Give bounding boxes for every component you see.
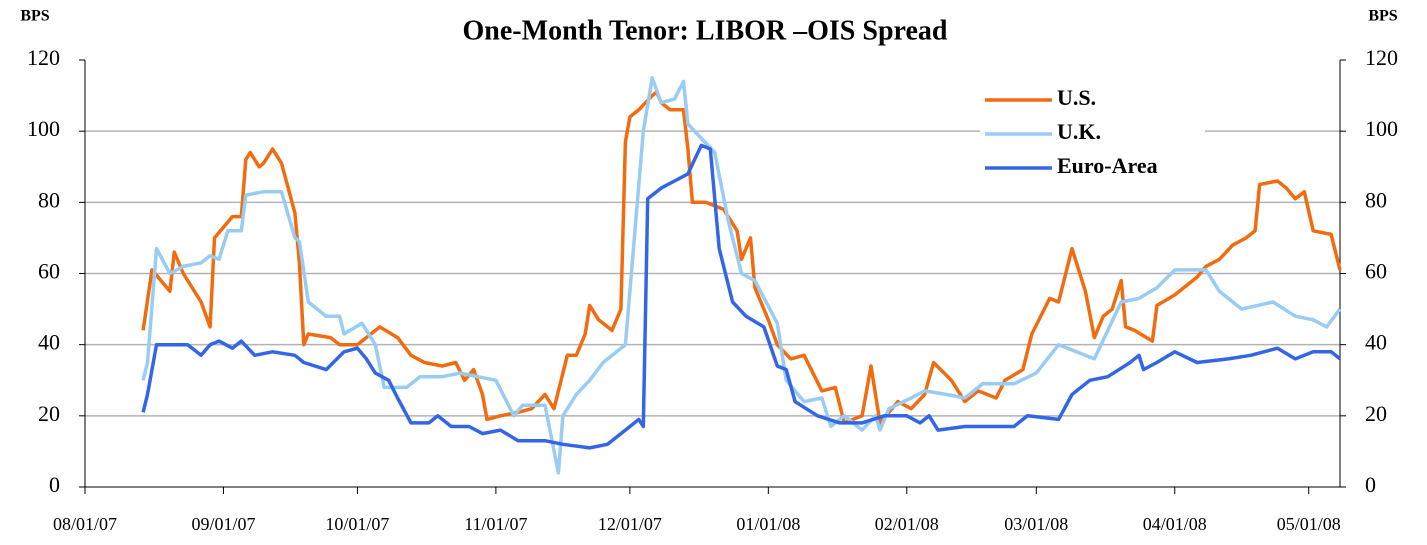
x-tick-label: 11/01/07	[464, 514, 527, 534]
y-tick-label: 20	[38, 401, 60, 426]
legend-label: U.K.	[1057, 119, 1101, 144]
line-series	[141, 143, 1342, 450]
line-series	[141, 90, 1342, 425]
legend-label: Euro-Area	[1057, 153, 1158, 178]
y2-tick-label: 120	[1365, 45, 1398, 70]
x-tick-label: 02/01/08	[875, 514, 939, 534]
x-tick-label: 01/01/08	[736, 514, 800, 534]
y-tick-label: 40	[38, 330, 60, 355]
x-tick-label: 10/01/07	[325, 514, 389, 534]
y-axis-label: BPS	[20, 8, 49, 25]
x-tick-label: 04/01/08	[1143, 514, 1207, 534]
y2-tick-label: 100	[1365, 116, 1398, 141]
line-series	[141, 76, 1342, 475]
legend-label: U.S.	[1057, 85, 1096, 110]
x-tick-label: 03/01/08	[1004, 514, 1068, 534]
y2-axis-label: BPS	[1368, 8, 1397, 25]
x-tick-label: 05/01/08	[1277, 514, 1341, 534]
y2-tick-label: 0	[1365, 472, 1376, 497]
y-tick-label: 120	[27, 45, 60, 70]
y2-tick-label: 20	[1365, 401, 1387, 426]
y2-tick-label: 60	[1365, 259, 1387, 284]
y-tick-label: 60	[38, 259, 60, 284]
y2-tick-label: 40	[1365, 330, 1387, 355]
x-tick-label: 12/01/07	[598, 514, 662, 534]
y-tick-label: 100	[27, 116, 60, 141]
y2-tick-label: 80	[1365, 187, 1387, 212]
y-tick-label: 0	[49, 472, 60, 497]
y-tick-label: 80	[38, 187, 60, 212]
x-tick-label: 09/01/07	[191, 514, 255, 534]
chart-title: One-Month Tenor: LIBOR –OIS Spread	[463, 15, 948, 46]
x-tick-label: 08/01/07	[53, 514, 117, 534]
